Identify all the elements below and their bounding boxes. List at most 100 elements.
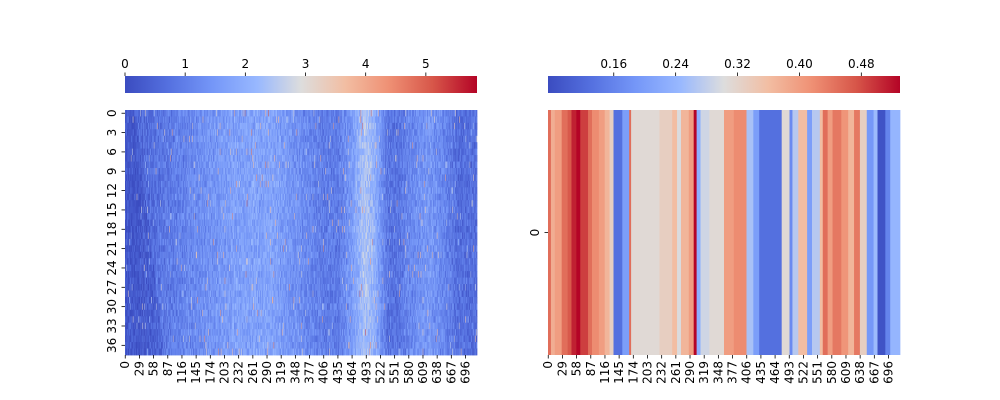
heatmap-cell	[272, 122, 273, 130]
heatmap-cell	[428, 129, 430, 137]
heatmap-cell	[293, 122, 295, 130]
heatmap-cell	[175, 129, 177, 137]
heatmap-cell	[185, 110, 186, 117]
heatmap-cell	[392, 116, 394, 124]
heatmap-cell	[437, 122, 439, 130]
heatmap-cell	[415, 116, 417, 124]
heatmap-cell	[301, 129, 302, 137]
heatmap-cell	[227, 129, 229, 137]
heatmap-cell	[283, 116, 285, 124]
heatmap-cell	[458, 129, 460, 137]
heatmap-cell	[147, 135, 149, 143]
heatmap-cell	[237, 116, 239, 124]
heatmap-cell	[301, 116, 303, 124]
heatmap-cell	[193, 122, 195, 130]
heatmap-cell	[391, 129, 393, 137]
heatmap-cell	[424, 129, 426, 137]
heatmap-cell	[443, 110, 445, 117]
heatmap-cell	[259, 110, 261, 117]
heatmap-cell	[283, 129, 285, 137]
heatmap-cell	[314, 116, 316, 124]
heatmap-cell	[300, 129, 301, 137]
heatmap-cell	[341, 129, 343, 137]
heatmap-cell	[333, 110, 335, 117]
heatmap-cell	[346, 116, 348, 124]
heatmap-cell	[222, 129, 224, 137]
heatmap-cell	[150, 122, 152, 130]
heatmap-cell	[428, 122, 430, 130]
heatmap-cell	[434, 122, 436, 130]
heatmap-cell	[372, 122, 374, 130]
heatmap-cell	[205, 122, 207, 130]
heatmap-cell	[268, 129, 270, 137]
heatmap-cell	[397, 122, 399, 130]
heatmap-cell	[418, 110, 420, 117]
heatmap-cell	[475, 116, 476, 124]
heatmap-cell	[360, 129, 361, 137]
heatmap-cell	[181, 110, 183, 117]
heatmap-cell	[146, 116, 147, 124]
heatmap-cell	[192, 129, 194, 137]
heatmap-cell	[319, 122, 321, 130]
heatmap-cell	[430, 110, 432, 117]
heatmap-cell	[151, 116, 153, 124]
heatmap-cell	[290, 129, 292, 137]
heatmap-cell	[355, 122, 357, 130]
heatmap-cell	[271, 110, 273, 117]
heatmap-cell	[133, 110, 135, 117]
heatmap-cell	[312, 122, 314, 130]
heatmap-cell	[427, 116, 429, 124]
heatmap-cell	[195, 110, 197, 117]
heatmap-cell	[292, 129, 294, 137]
heatmap-cell	[157, 110, 159, 117]
heatmap-cell	[467, 122, 469, 130]
heatmap-cell	[348, 129, 350, 137]
heatmap-cell	[173, 116, 175, 124]
heatmap-cell	[130, 129, 132, 137]
heatmap-cell	[350, 129, 352, 137]
heatmap-cell	[471, 116, 473, 124]
heatmap-cell	[182, 129, 184, 137]
heatmap-cell	[415, 129, 417, 137]
heatmap-cell	[136, 122, 138, 130]
heatmap-cell	[333, 116, 335, 124]
heatmap-cell	[362, 110, 364, 117]
heatmap-cell	[148, 116, 150, 124]
heatmap-cell	[326, 129, 328, 137]
heatmap-cell	[160, 116, 162, 124]
heatmap-cell	[131, 129, 133, 137]
heatmap-cell	[278, 110, 279, 117]
heatmap-cell	[218, 116, 220, 124]
heatmap-cell	[132, 129, 134, 137]
heatmap-cell	[140, 110, 141, 117]
heatmap-cell	[134, 110, 136, 117]
heatmap-cell	[155, 110, 157, 117]
heatmap-cell	[157, 110, 159, 117]
heatmap-cell	[148, 129, 150, 137]
heatmap-cell	[160, 122, 162, 130]
heatmap-cell	[432, 129, 434, 137]
heatmap-cell	[301, 122, 302, 130]
heatmap-cell	[152, 135, 154, 143]
heatmap-cell	[399, 122, 401, 130]
heatmap-cell	[441, 116, 443, 124]
heatmap-cell	[320, 129, 322, 137]
heatmap-cell	[214, 129, 216, 137]
heatmap-cell	[336, 110, 338, 117]
heatmap-cell	[384, 129, 386, 137]
heatmap-cell	[330, 129, 332, 137]
heatmap-cell	[249, 116, 251, 124]
heatmap-cell	[294, 116, 295, 124]
heatmap-cell	[163, 135, 164, 143]
heatmap-cell	[126, 129, 128, 137]
heatmap-cell	[197, 110, 199, 117]
heatmap-cell	[254, 129, 255, 137]
heatmap-cell	[304, 122, 306, 130]
heatmap-cell	[212, 110, 214, 117]
heatmap-cell	[154, 135, 156, 143]
heatmap-cell	[286, 122, 288, 130]
heatmap-cell	[456, 129, 458, 137]
heatmap-cell	[215, 116, 217, 124]
heatmap-cell	[282, 116, 284, 124]
heatmap-cell	[433, 116, 435, 124]
